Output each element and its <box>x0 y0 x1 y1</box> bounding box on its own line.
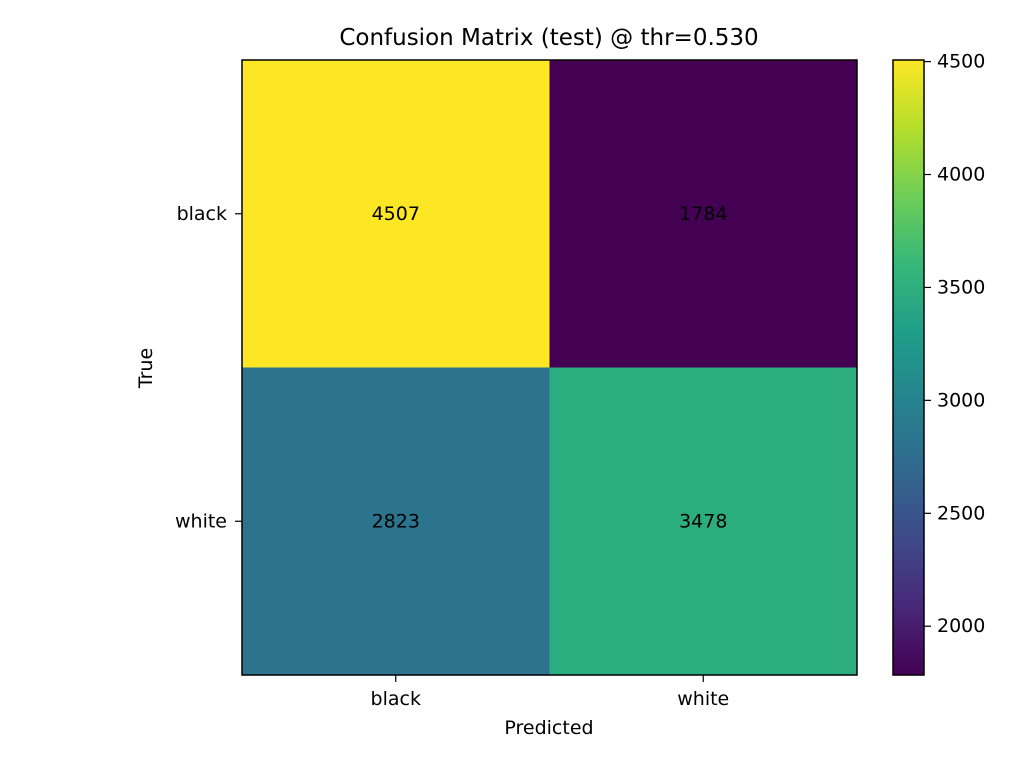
heatmap-cell-labels: 4507 1784 2823 3478 <box>372 203 728 533</box>
colorbar-ticks: 2000 2500 3000 3500 4000 4500 <box>924 51 985 637</box>
y-tick-label: black <box>177 203 227 225</box>
heatmap-cell <box>549 367 857 675</box>
x-tick-label: white <box>677 688 729 710</box>
cell-value-label: 4507 <box>372 203 420 225</box>
cell-value-label: 2823 <box>372 510 420 532</box>
x-tick-label: black <box>371 688 421 710</box>
colorbar-tick-label: 3000 <box>937 389 985 411</box>
colorbar-tick-label: 2000 <box>937 615 985 637</box>
heatmap-cells <box>242 60 857 675</box>
colorbar-tick-label: 3500 <box>937 276 985 298</box>
colorbar-tick-label: 4500 <box>937 51 985 73</box>
y-axis-label: True <box>135 348 157 389</box>
plot-frame <box>241 59 858 676</box>
cell-value-label: 1784 <box>679 203 727 225</box>
y-tick-label: white <box>175 510 227 532</box>
colorbar <box>892 59 925 676</box>
colorbar-tick-label: 2500 <box>937 502 985 524</box>
chart-title: Confusion Matrix (test) @ thr=0.530 <box>339 25 758 51</box>
x-axis-ticks: black white <box>371 675 729 710</box>
heatmap-cell <box>242 367 550 675</box>
cell-value-label: 3478 <box>679 510 727 532</box>
x-axis-label: Predicted <box>504 717 593 739</box>
heatmap-cell <box>549 60 857 368</box>
y-axis-ticks: black white <box>175 203 242 532</box>
heatmap-cell <box>242 60 550 368</box>
colorbar-tick-label: 4000 <box>937 164 985 186</box>
